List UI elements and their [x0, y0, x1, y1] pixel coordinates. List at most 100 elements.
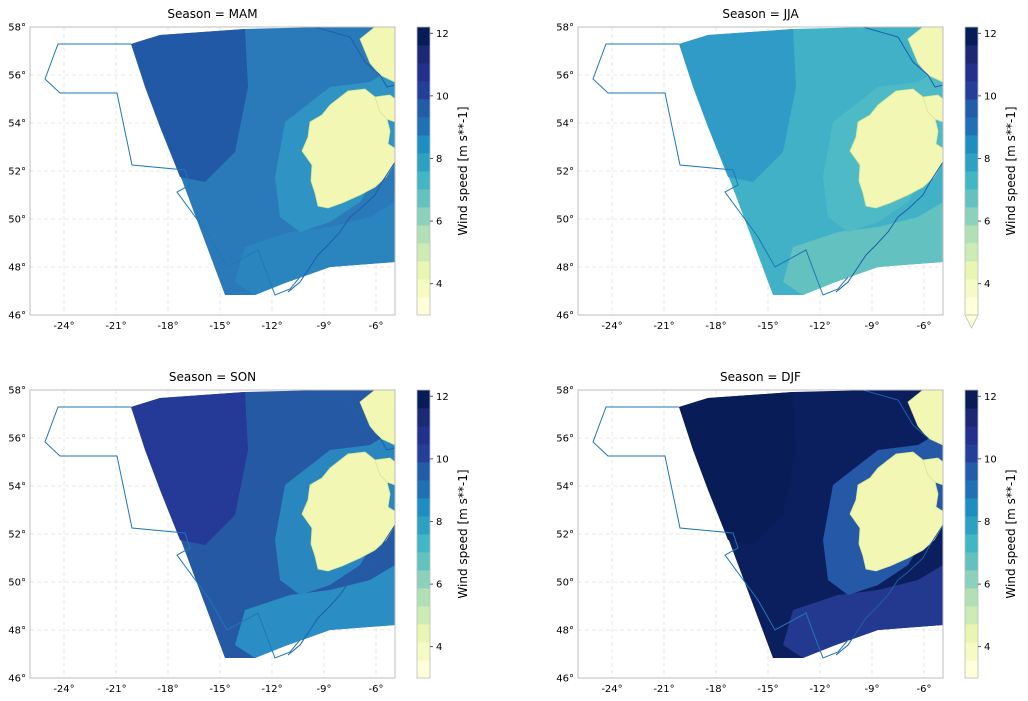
- shelf-boundary-line: [835, 390, 943, 656]
- scotland-landmass: [359, 27, 395, 83]
- x-tick-label: -9°: [317, 321, 332, 332]
- colorbar-segment: [965, 426, 978, 445]
- colorbar-tick-label: 6: [436, 580, 442, 591]
- colorbar-tick-label: 8: [436, 154, 442, 165]
- x-tick-label: -15°: [209, 321, 230, 332]
- colorbar-tick-label: 6: [984, 217, 990, 228]
- x-tick-label: -12°: [809, 684, 830, 695]
- wind-field-south: [783, 202, 943, 295]
- x-tick-label: -18°: [705, 321, 726, 332]
- y-tick-label: 46°: [556, 674, 574, 685]
- scotland-landmass: [359, 390, 395, 446]
- axes-frame: [577, 389, 944, 679]
- map-panel-4: Season = DJF-24° -21° -18° -15° -12° -9° -6°46…: [556, 370, 1018, 695]
- colorbar-tick-label: 12: [984, 29, 997, 40]
- colorbar-segment: [965, 171, 978, 190]
- maritime-boundary-line: [44, 406, 301, 659]
- colorbar-segment: [965, 225, 978, 244]
- x-tick-label: -18°: [705, 684, 726, 695]
- x-tick-label: -9°: [317, 684, 332, 695]
- y-tick-label: 58°: [8, 23, 26, 34]
- colorbar-segment: [417, 408, 430, 427]
- colorbar-label: Wind speed [m s**-1]: [456, 106, 470, 235]
- y-tick-label: 48°: [556, 626, 574, 637]
- y-tick-label: 56°: [556, 71, 574, 82]
- wind-field-high: [679, 392, 796, 545]
- northern-ireland-landmass: [922, 457, 943, 486]
- colorbar-tick-label: 6: [984, 580, 990, 591]
- x-tick-label: -21°: [105, 321, 126, 332]
- colorbar-segment: [417, 516, 430, 535]
- colorbar-segment: [965, 408, 978, 427]
- colorbar-segment: [965, 462, 978, 481]
- x-tick-label: -24°: [53, 321, 74, 332]
- colorbar-label: Wind speed [m s**-1]: [1004, 106, 1018, 235]
- x-tick-label: -9°: [865, 684, 880, 695]
- colorbar-segment: [965, 660, 978, 679]
- x-tick-label: -9°: [865, 321, 880, 332]
- maritime-boundary-line: [592, 406, 849, 659]
- x-tick-label: -6°: [917, 684, 932, 695]
- maritime-boundary-line: [44, 43, 301, 296]
- colorbar-tick-label: 4: [436, 279, 442, 290]
- northern-ireland-landmass: [374, 457, 395, 486]
- y-tick-label: 50°: [556, 578, 574, 589]
- northern-ireland-landmass: [922, 94, 943, 123]
- colorbar-segment: [417, 99, 430, 118]
- wind-field-high: [131, 29, 248, 182]
- colorbar-tick-label: 12: [984, 392, 997, 403]
- colorbar-segment: [965, 642, 978, 661]
- y-tick-label: 58°: [8, 386, 26, 397]
- map-panel-1: Season = MAM-24° -21° -18° -15° -12° -9° -6°46…: [8, 7, 470, 332]
- colorbar-segment: [965, 498, 978, 517]
- colorbar-extend-arrow: [964, 314, 979, 329]
- colorbar-segment: [417, 189, 430, 208]
- colorbar-segment: [417, 624, 430, 643]
- colorbar: 4 6 8 10 12 Wind speed [m s**-1]: [964, 389, 1018, 679]
- y-tick-label: 50°: [8, 215, 26, 226]
- colorbar-segment: [417, 171, 430, 190]
- x-tick-label: -24°: [53, 684, 74, 695]
- colorbar-segment: [417, 642, 430, 661]
- shelf-boundary-line: [835, 27, 943, 293]
- colorbar-segment: [417, 570, 430, 589]
- y-tick-label: 58°: [556, 386, 574, 397]
- colorbar-segment: [965, 297, 978, 316]
- y-tick-label: 52°: [8, 530, 26, 541]
- colorbar-segment: [965, 45, 978, 64]
- colorbar-segment: [965, 81, 978, 100]
- axes-frame: [29, 389, 396, 679]
- colorbar-segment: [965, 624, 978, 643]
- shelf-boundary-line: [287, 390, 395, 656]
- colorbar-segment: [417, 27, 430, 46]
- colorbar: 4 6 8 10 12 Wind speed [m s**-1]: [964, 26, 1018, 329]
- y-tick-label: 56°: [8, 71, 26, 82]
- colorbar-tick-label: 8: [984, 517, 990, 528]
- colorbar-segment: [965, 261, 978, 280]
- y-tick-label: 48°: [8, 626, 26, 637]
- colorbar-segment: [417, 444, 430, 463]
- colorbar-segment: [417, 81, 430, 100]
- colorbar-segment: [965, 606, 978, 625]
- x-tick-label: -21°: [653, 684, 674, 695]
- colorbar-segment: [417, 480, 430, 499]
- colorbar-tick-label: 4: [984, 279, 990, 290]
- x-tick-label: -6°: [369, 321, 384, 332]
- map-panel-2: Season = JJA-24° -21° -18° -15° -12° -9° -6°46…: [556, 7, 1018, 332]
- colorbar-segment: [965, 189, 978, 208]
- x-tick-label: -12°: [261, 321, 282, 332]
- panel-title: Season = MAM: [167, 7, 257, 21]
- panel-title: Season = DJF: [720, 370, 801, 384]
- wind-field-high: [131, 392, 248, 545]
- colorbar-segment: [965, 279, 978, 298]
- y-tick-label: 48°: [8, 263, 26, 274]
- y-tick-label: 46°: [8, 311, 26, 322]
- colorbar-segment: [417, 588, 430, 607]
- colorbar-segment: [417, 426, 430, 445]
- colorbar-segment: [965, 570, 978, 589]
- colorbar-segment: [417, 498, 430, 517]
- colorbar: 4 6 8 10 12 Wind speed [m s**-1]: [416, 26, 470, 316]
- wind-field-south: [235, 565, 395, 658]
- x-tick-label: -15°: [209, 684, 230, 695]
